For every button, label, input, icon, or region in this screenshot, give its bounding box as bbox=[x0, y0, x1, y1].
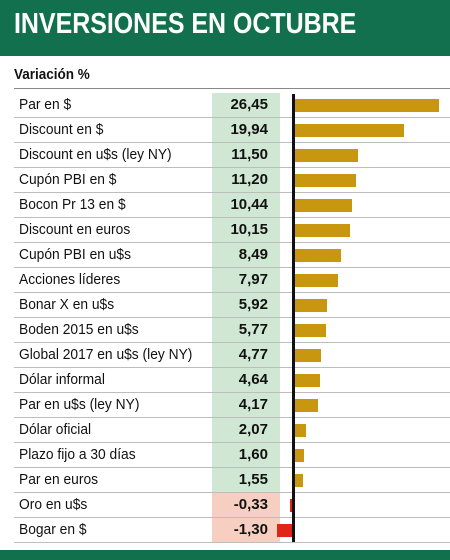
value-label: 8,49 bbox=[212, 243, 280, 267]
row-divider bbox=[14, 342, 450, 343]
row-divider bbox=[14, 392, 450, 393]
chart-row: Bonar X en u$s 5,92 bbox=[0, 293, 450, 318]
row-divider bbox=[14, 417, 450, 418]
header-banner: INVERSIONES EN OCTUBRE bbox=[0, 0, 450, 56]
value-label: 4,17 bbox=[212, 393, 280, 417]
value-label: -1,30 bbox=[212, 518, 280, 542]
chart-row: Plazo fijo a 30 días 1,60 bbox=[0, 443, 450, 468]
row-divider bbox=[14, 267, 450, 268]
chart-subtitle: Variación % bbox=[14, 66, 90, 83]
zero-axis bbox=[292, 94, 295, 542]
row-divider bbox=[14, 167, 450, 168]
row-divider bbox=[14, 242, 450, 243]
value-label: 10,44 bbox=[212, 193, 280, 217]
row-divider bbox=[14, 517, 450, 518]
chart-row: Par en u$s (ley NY) 4,17 bbox=[0, 393, 450, 418]
row-divider bbox=[14, 192, 450, 193]
category-label: Cupón PBI en u$s bbox=[19, 246, 132, 263]
value-label: -0,33 bbox=[212, 493, 280, 517]
chart-row: Bocon Pr 13 en $ 10,44 bbox=[0, 193, 450, 218]
chart-row: Cupón PBI en u$s 8,49 bbox=[0, 243, 450, 268]
value-label: 4,64 bbox=[212, 368, 280, 392]
chart-row: Dólar informal 4,64 bbox=[0, 368, 450, 393]
subtitle-divider bbox=[14, 88, 450, 89]
value-label: 19,94 bbox=[212, 118, 280, 142]
category-label: Par en u$s (ley NY) bbox=[19, 396, 140, 413]
chart-row: Par en $ 26,45 bbox=[0, 93, 450, 118]
value-bar bbox=[295, 324, 327, 337]
value-bar bbox=[277, 524, 294, 537]
value-bar bbox=[295, 99, 439, 112]
row-divider bbox=[14, 467, 450, 468]
chart-row: Discount en euros 10,15 bbox=[0, 218, 450, 243]
value-bar bbox=[295, 449, 304, 462]
row-divider bbox=[14, 367, 450, 368]
value-bar bbox=[295, 274, 339, 287]
row-divider bbox=[14, 117, 450, 118]
value-label: 7,97 bbox=[212, 268, 280, 292]
value-bar bbox=[295, 424, 307, 437]
value-bar bbox=[295, 374, 321, 387]
category-label: Par en euros bbox=[19, 471, 99, 488]
chart-row: Cupón PBI en $ 11,20 bbox=[0, 168, 450, 193]
value-label: 4,77 bbox=[212, 343, 280, 367]
row-divider bbox=[14, 542, 450, 543]
value-label: 5,77 bbox=[212, 318, 280, 342]
category-label: Global 2017 en u$s (ley NY) bbox=[19, 346, 193, 363]
value-bar bbox=[295, 299, 328, 312]
row-divider bbox=[14, 292, 450, 293]
value-label: 2,07 bbox=[212, 418, 280, 442]
row-divider bbox=[14, 492, 450, 493]
value-label: 11,20 bbox=[212, 168, 280, 192]
chart-title: INVERSIONES EN OCTUBRE bbox=[14, 8, 357, 40]
category-label: Discount en $ bbox=[19, 121, 104, 138]
value-bar bbox=[295, 174, 356, 187]
value-label: 10,15 bbox=[212, 218, 280, 242]
row-divider bbox=[14, 442, 450, 443]
value-bar bbox=[295, 249, 342, 262]
category-label: Bogar en $ bbox=[19, 521, 87, 538]
value-label: 1,55 bbox=[212, 468, 280, 492]
chart-row: Boden 2015 en u$s 5,77 bbox=[0, 318, 450, 343]
category-label: Plazo fijo a 30 días bbox=[19, 446, 136, 463]
category-label: Acciones líderes bbox=[19, 271, 121, 288]
category-label: Dólar informal bbox=[19, 371, 105, 388]
chart-row: Bogar en $ -1,30 bbox=[0, 518, 450, 543]
value-label: 26,45 bbox=[212, 93, 280, 117]
value-bar bbox=[295, 199, 352, 212]
category-label: Boden 2015 en u$s bbox=[19, 321, 139, 338]
chart-row: Par en euros 1,55 bbox=[0, 468, 450, 493]
category-label: Bonar X en u$s bbox=[19, 296, 115, 313]
value-bar bbox=[295, 474, 304, 487]
chart-row: Global 2017 en u$s (ley NY) 4,77 bbox=[0, 343, 450, 368]
chart-row: Discount en u$s (ley NY) 11,50 bbox=[0, 143, 450, 168]
category-label: Cupón PBI en $ bbox=[19, 171, 117, 188]
value-bar bbox=[295, 224, 351, 237]
value-label: 1,60 bbox=[212, 443, 280, 467]
category-label: Discount en euros bbox=[19, 221, 131, 238]
footer-band bbox=[0, 550, 450, 560]
value-bar bbox=[289, 499, 294, 512]
category-label: Bocon Pr 13 en $ bbox=[19, 196, 126, 213]
chart-row: Discount en $ 19,94 bbox=[0, 118, 450, 143]
value-bar bbox=[295, 349, 321, 362]
value-label: 11,50 bbox=[212, 143, 280, 167]
category-label: Discount en u$s (ley NY) bbox=[19, 146, 172, 163]
row-divider bbox=[14, 217, 450, 218]
chart-row: Dólar oficial 2,07 bbox=[0, 418, 450, 443]
value-bar bbox=[295, 124, 404, 137]
row-divider bbox=[14, 317, 450, 318]
chart-row: Acciones líderes 7,97 bbox=[0, 268, 450, 293]
value-bar bbox=[295, 399, 318, 412]
category-label: Oro en u$s bbox=[19, 496, 88, 513]
value-bar bbox=[295, 149, 358, 162]
category-label: Dólar oficial bbox=[19, 421, 92, 438]
category-label: Par en $ bbox=[19, 96, 72, 113]
value-label: 5,92 bbox=[212, 293, 280, 317]
row-divider bbox=[14, 142, 450, 143]
chart-row: Oro en u$s -0,33 bbox=[0, 493, 450, 518]
